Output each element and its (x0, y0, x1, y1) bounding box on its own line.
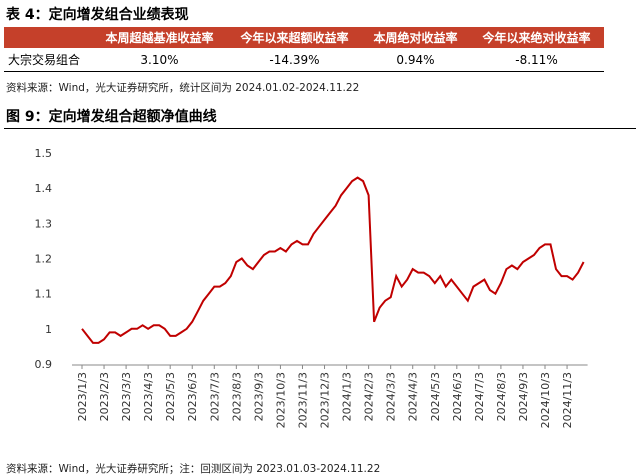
header-cell: 今年以来绝对收益率 (468, 27, 604, 48)
x-tick-label: 2023/4/3 (142, 372, 155, 421)
y-tick-label: 1.1 (35, 288, 53, 301)
cell: 0.94% (361, 48, 469, 72)
chart-source: 资料来源：Wind，光大证券研究所；注：回测区间为 2023.01.03-202… (6, 463, 381, 475)
x-tick-label: 2024/11/3 (561, 372, 574, 428)
header-cell (4, 27, 92, 48)
table: 本周超越基准收益率 今年以来超额收益率 本周绝对收益率 今年以来绝对收益率 大宗… (4, 27, 604, 72)
chart: 0.9 1 1.1 1.2 1.3 1.4 1.5 2023/1/3 2023/2/3 2023/… (35, 147, 588, 428)
line (81, 176, 585, 344)
x-tick-label: 2024/8/3 (495, 372, 508, 421)
header-cell: 今年以来超额收益率 (226, 27, 362, 48)
x-tick-label: 2023/8/3 (230, 372, 243, 421)
x-tick-label: 2023/1/3 (76, 372, 89, 421)
cell: 大宗交易组合 (4, 48, 92, 72)
x-tick-label: 2024/9/3 (517, 372, 530, 421)
x-tick-label: 2023/3/3 (120, 372, 133, 421)
y-tick-label: 1.2 (35, 253, 53, 266)
x-tick-label: 2024/4/3 (407, 372, 420, 421)
x-tick-label: 2023/6/3 (186, 372, 199, 421)
chart-title: 图 9：定向增发组合超额净值曲线 (6, 109, 217, 125)
x-tick-label: 2023/11/3 (296, 372, 309, 428)
cell: 3.10% (92, 48, 227, 72)
y-tick-label: 1 (45, 323, 52, 336)
table-title: 表 4：定向增发组合业绩表现 (6, 7, 189, 23)
header-cell: 本周超越基准收益率 (92, 27, 227, 48)
x-tick-label: 2024/2/3 (363, 372, 376, 421)
header-row: 本周超越基准收益率 今年以来超额收益率 本周绝对收益率 今年以来绝对收益率 (4, 27, 604, 48)
y-tick-label: 1.3 (35, 217, 53, 230)
divider (4, 128, 636, 129)
x-tick-label: 2024/6/3 (451, 372, 464, 421)
x-tick-label: 2023/2/3 (98, 372, 111, 421)
cell: -8.11% (468, 48, 604, 72)
y-tick-label: 1.4 (35, 182, 53, 195)
x-tick-label: 2024/3/3 (385, 372, 398, 421)
x-tick-label: 2023/9/3 (252, 372, 265, 421)
x-tick-label: 2024/1/3 (341, 372, 354, 421)
table-source: 资料来源：Wind，光大证券研究所，统计区间为 2024.01.02-2024.… (6, 82, 360, 94)
y-tick-label: 0.9 (35, 358, 53, 371)
y-tick-label: 1.5 (35, 147, 53, 160)
x-tick-label: 2023/5/3 (164, 372, 177, 421)
x-tick-label: 2023/7/3 (208, 372, 221, 421)
row: 大宗交易组合 3.10% -14.39% 0.94% -8.11% (4, 48, 604, 72)
x-tick-label: 2024/10/3 (539, 372, 552, 428)
header-cell: 本周绝对收益率 (361, 27, 469, 48)
x-tick-label: 2024/5/3 (429, 372, 442, 421)
cell: -14.39% (226, 48, 362, 72)
x-tick-label: 2023/10/3 (274, 372, 287, 428)
x-tick-label: 2023/12/3 (319, 372, 332, 428)
x-tick-label: 2024/7/3 (473, 372, 486, 421)
